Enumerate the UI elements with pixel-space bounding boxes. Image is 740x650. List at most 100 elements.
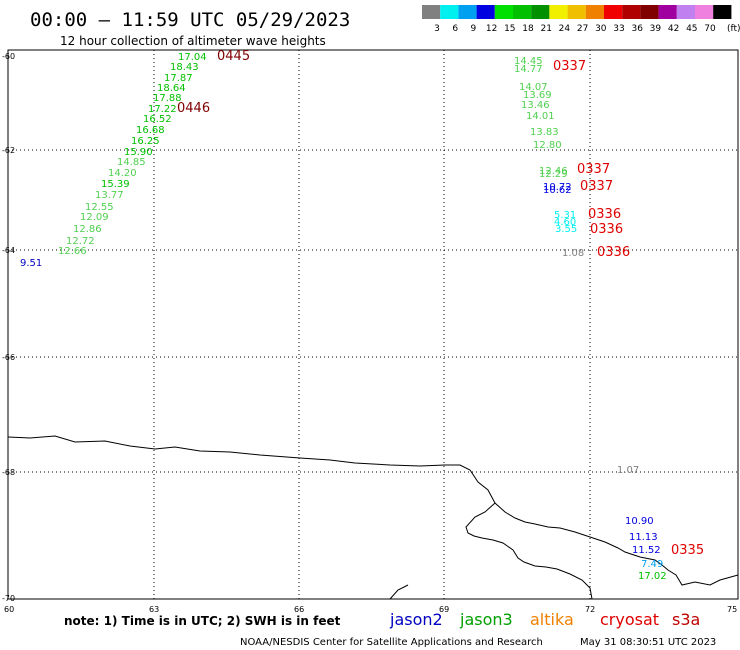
wave-height-value: 12.72 bbox=[66, 236, 95, 247]
wave-height-value: 4.60 bbox=[554, 217, 576, 228]
wave-height-value: 13.46 bbox=[521, 100, 550, 111]
legend-swatch bbox=[676, 5, 695, 19]
footer-credit: NOAA/NESDIS Center for Satellite Applica… bbox=[240, 637, 543, 648]
footer-note: note: 1) Time is in UTC; 2) SWH is in fe… bbox=[64, 614, 341, 628]
legend-label: 9 bbox=[471, 24, 477, 34]
wave-height-value: 16.25 bbox=[131, 136, 160, 147]
legend-label: 15 bbox=[504, 24, 515, 34]
wave-height-value: 5.31 bbox=[554, 210, 576, 221]
legend-label: 42 bbox=[668, 24, 679, 34]
pass-time-label: 0336 bbox=[590, 222, 623, 237]
wave-height-value: 14.01 bbox=[526, 111, 555, 122]
legend-label: 39 bbox=[650, 24, 662, 34]
pass-time-label: 0445 bbox=[217, 49, 250, 64]
legend-label: 21 bbox=[540, 24, 551, 34]
pass-time-label: 0337 bbox=[580, 179, 613, 194]
wave-height-value: 14.77 bbox=[514, 64, 543, 75]
wave-height-value: 10.90 bbox=[625, 516, 654, 527]
legend-swatch bbox=[585, 5, 604, 19]
legend-swatch bbox=[476, 5, 495, 19]
lon-label: 66 bbox=[294, 605, 304, 614]
lon-label: 72 bbox=[585, 605, 595, 614]
wave-height-value: 12.46 bbox=[539, 166, 568, 177]
lon-label: 69 bbox=[439, 605, 449, 614]
legend-label: 18 bbox=[522, 24, 534, 34]
pass-time-label: 0337 bbox=[577, 162, 610, 177]
satellite-name-jason3: jason3 bbox=[459, 610, 513, 629]
coastline bbox=[7, 435, 739, 586]
lat-label: -70 bbox=[2, 594, 15, 603]
satellite-legend: jason2 jason3 altika cryosat s3a bbox=[389, 610, 700, 629]
wave-height-value: 17.87 bbox=[164, 73, 193, 84]
lon-label: 60 bbox=[4, 605, 14, 614]
wave-height-value: 13.69 bbox=[523, 90, 552, 101]
lon-label: 75 bbox=[727, 605, 737, 614]
satellite-name-cryosat: cryosat bbox=[600, 610, 659, 629]
lat-label: -64 bbox=[2, 246, 15, 255]
legend-swatch bbox=[695, 5, 714, 19]
legend-swatch bbox=[513, 5, 532, 19]
legend-swatch bbox=[622, 5, 641, 19]
wave-height-value: 16.52 bbox=[143, 114, 172, 125]
lat-label: -60 bbox=[2, 52, 15, 61]
legend-label: 30 bbox=[595, 24, 607, 34]
color-legend: 3 6 9 12 15 18 21 24 27 30 33 36 39 42 45 70 bbox=[422, 5, 732, 34]
wave-height-value: 12.86 bbox=[73, 224, 102, 235]
wave-height-value: 1.07 bbox=[617, 465, 639, 476]
wave-tracks: 17.0418.4317.8718.6417.8817.2216.5216.68… bbox=[20, 49, 704, 582]
wave-height-value: 17.02 bbox=[638, 571, 667, 582]
pass-time-label: 0336 bbox=[597, 245, 630, 260]
graticule bbox=[8, 50, 738, 599]
pass-time-label: 0336 bbox=[588, 207, 621, 222]
wave-height-value: 14.85 bbox=[117, 157, 146, 168]
wave-height-value: 14.45 bbox=[514, 56, 543, 67]
wave-height-value: 1.08 bbox=[562, 248, 584, 259]
wave-height-value: 7.49 bbox=[641, 559, 663, 570]
legend-swatch bbox=[440, 5, 459, 19]
wave-height-value: 18.64 bbox=[157, 83, 186, 94]
wave-height-value: 17.04 bbox=[178, 52, 207, 63]
wave-height-value: 18.43 bbox=[170, 62, 199, 73]
wave-height-value: 12.29 bbox=[539, 169, 568, 180]
map-frame bbox=[7, 49, 739, 600]
wave-height-value: 17.22 bbox=[148, 104, 177, 115]
legend-swatch bbox=[422, 5, 441, 19]
lon-label: 63 bbox=[149, 605, 159, 614]
legend-label: 45 bbox=[686, 24, 697, 34]
wave-height-value: 15.39 bbox=[101, 179, 130, 190]
footer-timestamp: May 31 08:30:51 UTC 2023 bbox=[580, 637, 716, 648]
wave-height-value: 12.80 bbox=[533, 140, 562, 151]
wave-height-value: 13.77 bbox=[95, 190, 124, 201]
wave-height-value: 10.62 bbox=[543, 185, 572, 196]
wave-height-value: 13.83 bbox=[530, 127, 559, 138]
legend-swatch bbox=[531, 5, 550, 19]
map-subtitle: 12 hour collection of altimeter wave hei… bbox=[60, 34, 326, 48]
legend-swatch bbox=[549, 5, 568, 19]
coastline-inlet bbox=[465, 502, 593, 600]
pass-time-label: 0337 bbox=[553, 59, 586, 74]
satellite-name-jason2: jason2 bbox=[389, 610, 443, 629]
wave-height-value: 12.66 bbox=[58, 246, 87, 257]
wave-height-value: 3.55 bbox=[555, 224, 577, 235]
lat-label: -62 bbox=[2, 146, 15, 155]
legend-swatch bbox=[458, 5, 477, 19]
legend-label: 24 bbox=[559, 24, 571, 34]
wave-height-value: 11.13 bbox=[629, 532, 658, 543]
wave-height-value: 15.90 bbox=[124, 147, 153, 158]
legend-label: 70 bbox=[704, 24, 716, 34]
legend-label: 27 bbox=[577, 24, 588, 34]
legend-swatch bbox=[640, 5, 659, 19]
legend-label: 12 bbox=[486, 24, 497, 34]
wave-height-value: 10.72 bbox=[543, 182, 572, 193]
legend-unit: (ft) bbox=[727, 24, 740, 34]
wave-height-value: 9.51 bbox=[20, 258, 42, 269]
satellite-name-altika: altika bbox=[530, 610, 574, 629]
lat-label: -66 bbox=[2, 353, 15, 362]
legend-swatch bbox=[494, 5, 513, 19]
wave-height-value: 11.52 bbox=[632, 545, 661, 556]
wave-height-value: 17.88 bbox=[153, 93, 182, 104]
legend-swatch bbox=[567, 5, 586, 19]
coastline-south bbox=[389, 584, 409, 600]
legend-swatch bbox=[713, 5, 732, 19]
